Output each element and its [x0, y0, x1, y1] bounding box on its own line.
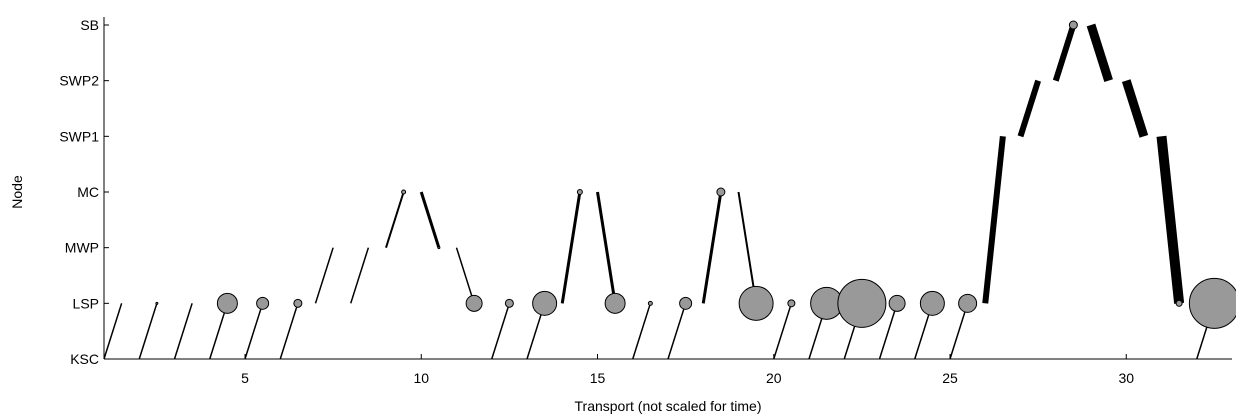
y-tick-label: MWP [65, 240, 99, 256]
y-tick-label: SWP1 [59, 128, 99, 144]
transport-line [878, 303, 898, 360]
node-stock-circle [576, 189, 583, 195]
node-stock-circle [216, 292, 238, 314]
transport-line [138, 303, 158, 360]
x-tick-label: 10 [413, 370, 429, 386]
y-axis-title: Node [9, 175, 25, 209]
node-stock-circle [958, 293, 978, 313]
node-stock-circle [504, 298, 514, 308]
transport-line [419, 191, 441, 249]
node-stock-circle [1188, 277, 1236, 329]
node-stock-circle [679, 296, 693, 310]
transport-line [773, 303, 793, 360]
transport-line [103, 303, 123, 360]
transport-line [701, 191, 723, 304]
node-stock-circle [401, 189, 407, 195]
node-stock-circle [604, 292, 626, 314]
transport-line [1017, 79, 1041, 138]
transport-line [314, 247, 334, 304]
node-stock-circle [532, 290, 558, 316]
transport-line [667, 303, 687, 360]
y-tick-label: KSC [70, 351, 99, 367]
node-stock-circle [738, 285, 774, 321]
x-tick-label: 30 [1118, 370, 1134, 386]
node-stock-circle [919, 290, 945, 316]
node-stock-circle [716, 187, 726, 197]
node-stock-circle [1175, 299, 1183, 307]
transport-line [491, 303, 511, 360]
node-stock-circle [293, 298, 303, 308]
transport-line [455, 247, 475, 304]
x-tick-label: 20 [766, 370, 782, 386]
transport-line [982, 136, 1006, 304]
y-tick-label: SB [80, 17, 99, 33]
transport-line [1086, 23, 1113, 83]
y-tick-label: MC [77, 184, 99, 200]
node-stock-circle [787, 299, 796, 308]
x-axis-title: Transport (not scaled for time) [575, 398, 762, 414]
transport-line [385, 191, 405, 248]
node-stock-circle [256, 296, 270, 310]
node-stock-circle [1068, 20, 1078, 30]
transport-line [1121, 79, 1149, 138]
transport-line [737, 191, 758, 304]
x-tick-label: 5 [241, 370, 249, 386]
transport-line [596, 191, 617, 304]
x-tick-label: 15 [590, 370, 606, 386]
transport-line [949, 303, 969, 360]
transport-lines [103, 23, 1216, 360]
transport-line [560, 191, 582, 304]
node-stock-circle [465, 294, 483, 312]
node-stock-circles [155, 20, 1236, 329]
transport-line [350, 247, 370, 304]
transport-line [1156, 135, 1185, 304]
node-stock-circle [647, 300, 653, 306]
node-stock-circle [155, 301, 159, 305]
transport-line [1052, 24, 1077, 82]
y-axis: KSC LSP MWP MC SWP1 SWP2 SB [59, 17, 109, 367]
y-tick-label: SWP2 [59, 73, 99, 89]
x-tick-label: 25 [942, 370, 958, 386]
transport-line [632, 303, 652, 360]
y-tick-label: LSP [73, 295, 99, 311]
node-stock-circle [837, 278, 887, 328]
transport-line [244, 303, 264, 360]
node-stock-circle [888, 294, 906, 312]
transport-line [279, 303, 299, 360]
node-stock-circle [437, 246, 441, 250]
transport-line [173, 303, 193, 360]
